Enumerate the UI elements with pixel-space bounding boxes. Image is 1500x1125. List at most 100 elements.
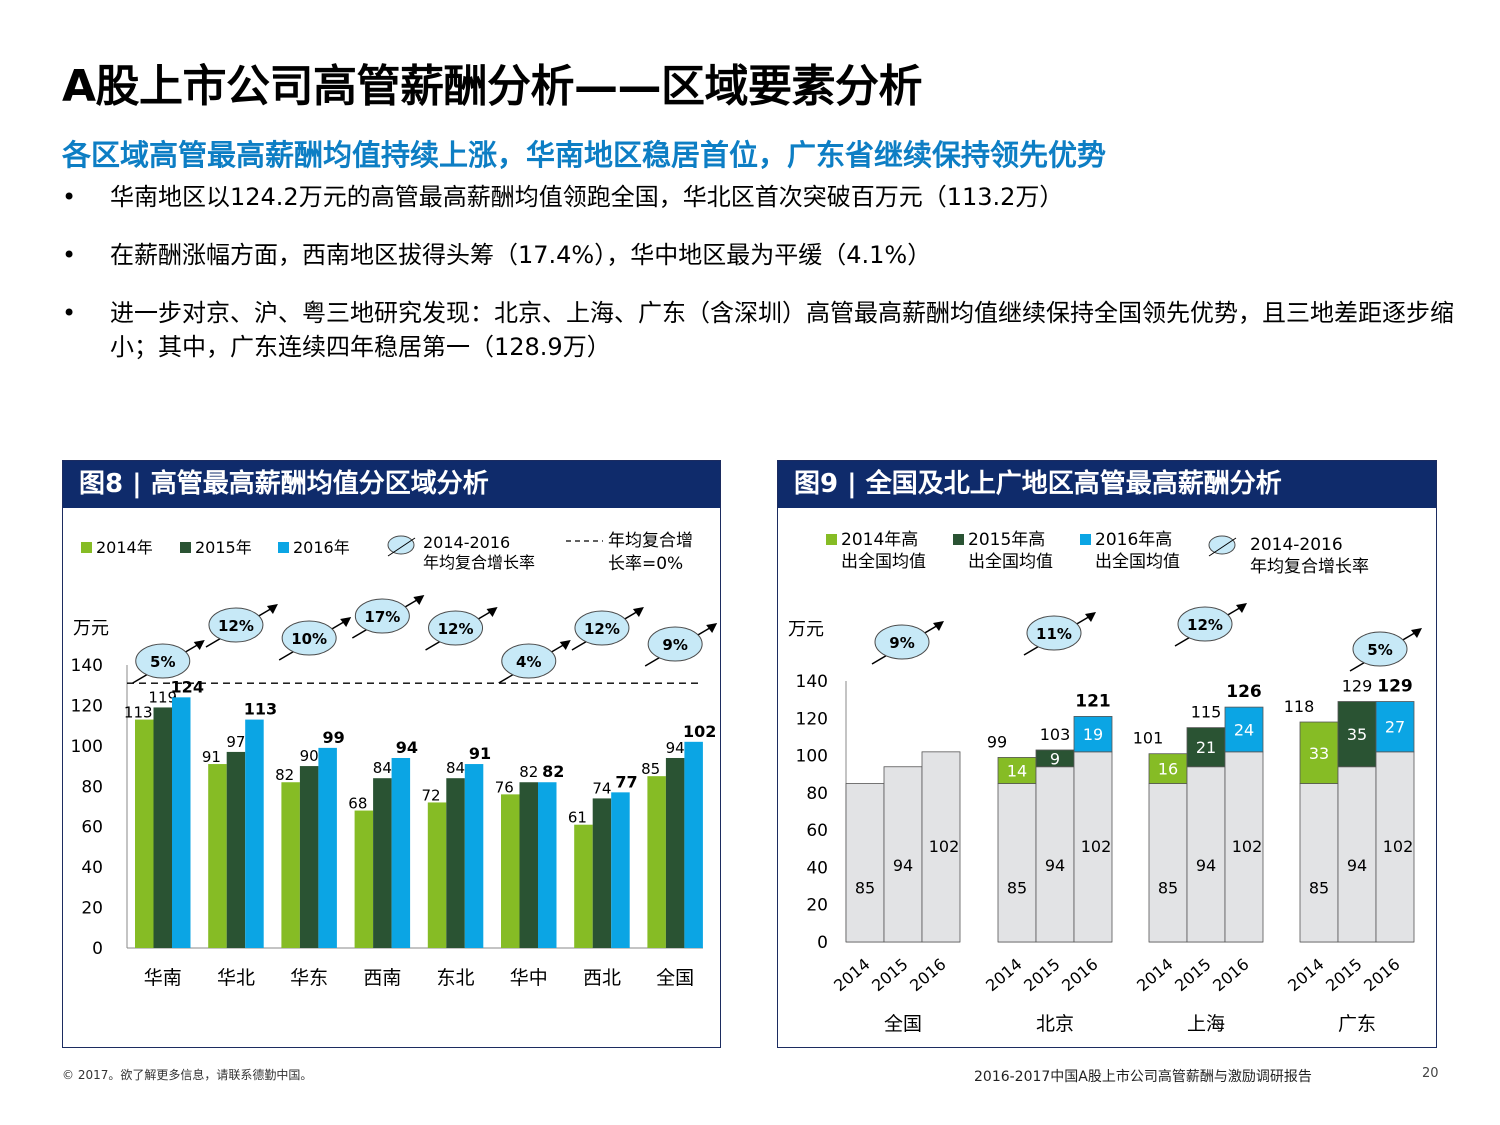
cagr-bubble xyxy=(428,610,484,646)
bar-2016 xyxy=(684,741,703,948)
y-tick-label: 80 xyxy=(806,784,828,804)
chart-panel-cities: 图9 | 全国及北上广地区高管最高薪酬分析 2014年高出全国均值 2015年高出… xyxy=(777,460,1437,1048)
y-tick-label: 40 xyxy=(806,858,828,878)
cagr-arrow-head xyxy=(413,595,425,605)
x-year-label: 2014 xyxy=(982,955,1025,996)
bar-2015 xyxy=(592,798,612,948)
y-tick-label: 0 xyxy=(92,939,103,959)
cagr-bubble xyxy=(1177,606,1233,642)
bullet-list: • 华南地区以124.2万元的高管最高薪酬均值领跑全国，华北区首次突破百万元（11… xyxy=(62,180,1462,388)
y-tick-label: 20 xyxy=(81,899,103,919)
category-group: 91 97 113 华北 xyxy=(202,700,277,989)
x-category-label: 西南 xyxy=(363,967,401,989)
bar-value-label: 76 xyxy=(495,778,514,796)
category-group: 76 82 82 华中 xyxy=(495,762,565,989)
bullet-text: 在薪酬涨幅方面，西南地区拔得头筹（17.4%），华中地区最为平缓（4.1%） xyxy=(110,241,932,269)
footer-report-title: 2016-2017中国A股上市公司高管薪酬与激励调研报告 xyxy=(974,1069,1312,1085)
page-subtitle: 各区域高管最高薪酬均值持续上涨，华南地区稳居首位，广东省继续保持领先优势 xyxy=(62,138,1107,172)
bar-national-base xyxy=(997,783,1037,943)
cagr-indicator: 10% xyxy=(278,617,352,661)
bar-2016 xyxy=(245,719,264,948)
cagr-arrow-head xyxy=(706,623,718,633)
bar-national-base xyxy=(1186,766,1226,943)
x-year-label: 2016 xyxy=(906,955,949,996)
cagr-bubble xyxy=(281,620,337,656)
cagr-bubble xyxy=(574,610,630,646)
legend-swatch xyxy=(953,534,964,545)
y-axis-unit: 万元 xyxy=(788,619,824,640)
y-tick-label: 80 xyxy=(81,777,103,797)
bar-2015 xyxy=(153,707,172,948)
x-group-label: 上海 xyxy=(1187,1013,1225,1035)
bullet-item: • 在薪酬涨幅方面，西南地区拔得头筹（17.4%），华中地区最为平缓（4.1%） xyxy=(62,238,1462,272)
total-value-label: 129 xyxy=(1377,677,1413,697)
bar-2014 xyxy=(427,802,447,948)
cities-stacked-chart: 2014年高出全国均值 2015年高出全国均值 2016年高出全国均值 2014-20… xyxy=(788,530,1422,1035)
bar-2016 xyxy=(172,697,191,948)
cagr-arrow-head xyxy=(266,604,278,614)
cagr-label: 12% xyxy=(218,617,254,635)
bar-2016 xyxy=(464,764,484,948)
cagr-indicator: 5% xyxy=(1349,628,1422,672)
x-year-label: 2015 xyxy=(868,955,911,996)
base-value-label: 102 xyxy=(1232,837,1263,856)
x-category-label: 东北 xyxy=(437,967,475,989)
y-tick-label: 120 xyxy=(796,709,828,729)
bar-value-label: 113 xyxy=(124,704,153,722)
bar-2016 xyxy=(391,757,411,948)
bar-value-label: 84 xyxy=(446,759,465,777)
bullet-text: 进一步对京、沪、粤三地研究发现：北京、上海、广东（含深圳）高管最高薪酬均值继续保… xyxy=(110,299,1454,361)
cagr-arrow-head xyxy=(1236,603,1247,613)
base-value-label: 102 xyxy=(1383,837,1414,856)
bar-national-base xyxy=(1073,751,1113,943)
legend-cagr-arrow xyxy=(387,537,416,557)
base-value-label: 94 xyxy=(1196,856,1216,875)
cagr-bubble xyxy=(1352,631,1408,667)
bar-excess-2015 xyxy=(1186,727,1226,768)
base-value-label: 85 xyxy=(1309,879,1329,898)
legend-cagr-label: 2014-2016 年均复合增长率 xyxy=(1250,535,1369,577)
x-category-label: 华中 xyxy=(510,967,548,989)
cagr-bubble xyxy=(874,624,930,660)
y-tick-label: 60 xyxy=(806,821,828,841)
bar-national-base xyxy=(1148,783,1188,943)
x-year-label: 2016 xyxy=(1209,955,1252,996)
x-year-label: 2014 xyxy=(1133,955,1176,996)
legend-label: 2015年 xyxy=(195,538,252,557)
y-tick-label: 140 xyxy=(796,672,828,692)
cagr-arrow-head xyxy=(1085,612,1096,622)
legend-item: 2015年高出全国均值 xyxy=(953,530,1053,572)
bar-value-label: 102 xyxy=(683,722,716,741)
regional-bar-chart: 2014年 2015年 2016年 2014-2016 年均复合增长率 年均复合增长率=0… xyxy=(71,531,718,989)
bar-national-base xyxy=(1375,751,1415,943)
city-group: 85 16 101 2014 94 21 115 2015 102 24 126 2016 上海 xyxy=(1133,682,1264,1035)
bar-value-label: 74 xyxy=(592,779,611,797)
cagr-bubble xyxy=(501,643,557,679)
cagr-label: 5% xyxy=(150,653,175,671)
bullet-dot: • xyxy=(62,183,77,211)
x-group-label: 广东 xyxy=(1338,1013,1376,1035)
bar-value-label: 119 xyxy=(148,688,177,706)
y-tick-label: 20 xyxy=(806,896,828,916)
y-tick-label: 40 xyxy=(81,858,103,878)
page-title: A股上市公司高管薪酬分析——区域要素分析 xyxy=(62,61,923,112)
x-category-label: 西北 xyxy=(583,967,621,989)
total-value-label: 118 xyxy=(1284,697,1315,716)
bar-national-base xyxy=(845,783,885,943)
bar-2014 xyxy=(354,810,374,948)
x-group-label: 全国 xyxy=(884,1013,922,1035)
x-year-label: 2016 xyxy=(1058,955,1101,996)
cagr-indicator: 12% xyxy=(571,607,644,651)
bar-national-base xyxy=(1299,783,1339,943)
bar-2016 xyxy=(538,782,557,948)
bar-2014 xyxy=(208,764,227,948)
cagr-arrow-head xyxy=(340,617,352,627)
cagr-arrow-head xyxy=(933,621,944,631)
cagr-indicator: 12% xyxy=(1174,603,1247,647)
total-value-label: 129 xyxy=(1342,677,1373,696)
base-value-label: 94 xyxy=(1045,856,1065,875)
bar-value-label: 61 xyxy=(568,809,587,827)
total-value-label: 103 xyxy=(1040,725,1071,744)
bar-national-base xyxy=(1337,766,1377,943)
